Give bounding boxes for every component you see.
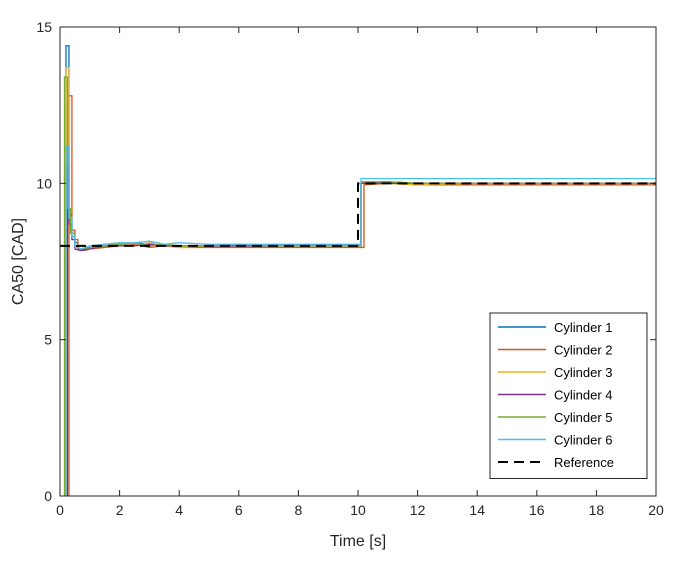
- x-tick-label: 2: [116, 502, 124, 518]
- x-tick-label: 18: [589, 502, 605, 518]
- x-tick-label: 6: [235, 502, 243, 518]
- x-tick-label: 14: [469, 502, 485, 518]
- legend-label-cylinder-1: Cylinder 1: [554, 320, 613, 335]
- axes-group: [59, 26, 657, 497]
- x-tick-label: 8: [295, 502, 303, 518]
- legend-label-cylinder-4: Cylinder 4: [554, 388, 613, 403]
- x-tick-label: 16: [529, 502, 545, 518]
- series-group: [60, 45, 656, 496]
- x-tick-labels: 0 2 4 6 8 10 12 14 16 18 20: [56, 502, 664, 518]
- legend-label-cylinder-5: Cylinder 5: [554, 410, 613, 425]
- x-tick-label: 4: [175, 502, 183, 518]
- series-line-reference: [60, 182, 656, 247]
- y-axis-label: CA50 [CAD]: [10, 218, 27, 305]
- y-tick-label: 10: [36, 175, 52, 191]
- y-tick-label: 0: [44, 488, 52, 504]
- legend: Cylinder 1 Cylinder 2 Cylinder 3 Cylinder 4…: [489, 312, 648, 479]
- y-tick-label: 5: [44, 332, 52, 348]
- legend-label-cylinder-3: Cylinder 3: [554, 365, 613, 380]
- x-tick-label: 10: [350, 502, 366, 518]
- legend-label-cylinder-6: Cylinder 6: [554, 433, 613, 448]
- legend-box: [489, 312, 648, 479]
- x-axis-label: Time [s]: [330, 533, 386, 550]
- series-line-cylinder-6: [65, 145, 656, 496]
- x-tick-label: 0: [56, 502, 64, 518]
- legend-label-reference: Reference: [554, 455, 614, 470]
- y-tick-labels: 0 5 10 15: [36, 19, 52, 504]
- y-tick-label: 15: [36, 19, 52, 35]
- x-tick-label: 20: [648, 502, 664, 518]
- x-tick-label: 12: [410, 502, 426, 518]
- legend-label-cylinder-2: Cylinder 2: [554, 343, 613, 358]
